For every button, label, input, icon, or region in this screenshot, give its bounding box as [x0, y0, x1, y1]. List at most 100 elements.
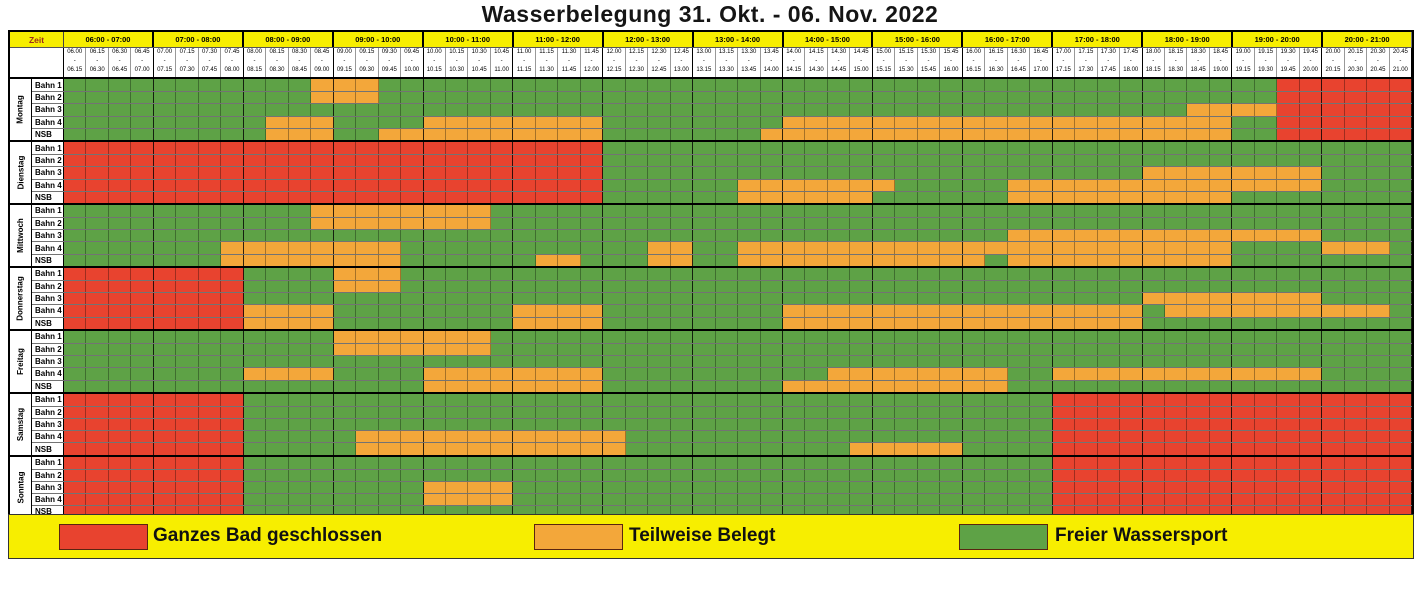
- slot-cell: [648, 469, 671, 481]
- slot-cell: [693, 293, 716, 305]
- slot-cell: [558, 167, 581, 179]
- slot-cell: [872, 79, 896, 92]
- slot-header-cell: 06.15-06.30: [86, 48, 109, 77]
- slot-cell: [176, 116, 199, 128]
- slot-cell: [1389, 343, 1413, 356]
- slot-cell: [1209, 406, 1233, 419]
- slot-cell: [715, 267, 739, 280]
- slot-cell: [670, 456, 694, 469]
- slot-cell: [153, 141, 177, 155]
- slot-header-row: 06.00-06.15 06.15-06.30 06.30-06.45 06.45-0…: [10, 47, 1413, 77]
- slot-cell: [64, 191, 87, 203]
- slot-cell: [648, 393, 671, 406]
- hour-header-cell: 15:00 - 16:00: [873, 32, 964, 47]
- slot-cell: [1254, 406, 1278, 419]
- slot-cell: [1187, 305, 1210, 317]
- slot-cell: [378, 330, 402, 343]
- slot-cell: [311, 469, 334, 481]
- slot-cell: [580, 293, 604, 305]
- slot-cell: [288, 79, 312, 92]
- slot-cell: [1344, 128, 1368, 140]
- slot-cell: [625, 128, 649, 140]
- slot-cell: [378, 456, 402, 469]
- slot-cell: [917, 317, 941, 329]
- slot-cell: [670, 179, 694, 191]
- slot-cell: [738, 456, 761, 469]
- day-block-mittwoch: Mittwoch Bahn 1 Bahn 2 Bahn 3 Bahn 4 NSB: [10, 202, 1413, 266]
- slot-cell: [423, 330, 446, 343]
- slot-cell: [872, 456, 896, 469]
- slot-cell: [805, 393, 828, 406]
- slot-cell: [1142, 356, 1165, 368]
- slot-cell: [1075, 254, 1098, 266]
- lane-label: Bahn 4: [32, 242, 64, 254]
- slot-cell: [1209, 393, 1233, 406]
- slot-cell: [625, 79, 649, 92]
- slot-cell: [1299, 443, 1323, 455]
- slot-cell: [243, 204, 267, 218]
- slot-cell: [580, 104, 604, 116]
- slot-cell: [558, 104, 581, 116]
- slot-cell: [401, 506, 424, 518]
- slot-cell: [1120, 443, 1143, 455]
- slot-cell: [1097, 317, 1121, 329]
- slot-cell: [827, 482, 851, 494]
- slot-cell: [1142, 494, 1165, 506]
- slot-cell: [243, 419, 267, 431]
- slot-cell: [1322, 506, 1345, 518]
- slot-cell: [153, 254, 177, 266]
- slot-cell: [558, 293, 581, 305]
- slot-cell: [1187, 167, 1210, 179]
- slot-cell: [356, 92, 379, 104]
- slot-cell: [1232, 218, 1255, 230]
- slot-cell: [1299, 506, 1323, 518]
- slot-cell: [86, 356, 109, 368]
- slot-cell: [693, 393, 716, 406]
- slot-cell: [1120, 281, 1143, 293]
- slot-cell: [1299, 419, 1323, 431]
- slot-cell: [670, 218, 694, 230]
- slot-cell: [940, 79, 963, 92]
- slot-cell: [580, 317, 604, 329]
- slot-cell: [760, 191, 783, 203]
- slot-cell: [266, 79, 289, 92]
- slot-cell: [243, 141, 267, 155]
- slot-cell: [1142, 330, 1165, 343]
- slot-cell: [1007, 406, 1031, 419]
- slot-cell: [131, 267, 154, 280]
- slot-cell: [603, 128, 626, 140]
- slot-cell: [513, 443, 536, 455]
- slot-cell: [176, 155, 199, 167]
- slot-cell: [917, 293, 941, 305]
- slot-cell: [917, 406, 941, 419]
- slot-cell: [940, 469, 963, 481]
- slot-cell: [401, 356, 424, 368]
- slot-cell: [423, 431, 446, 443]
- slot-cell: [1277, 469, 1300, 481]
- slot-header-cell: 07.00-07.15: [153, 48, 177, 77]
- lane-row: Bahn 2: [32, 468, 1413, 481]
- slot-header-cell: 06.00-06.15: [64, 48, 87, 77]
- slot-cell: [1232, 482, 1255, 494]
- lane-label: Bahn 1: [32, 79, 64, 92]
- slot-header-cell: 07.45-08.00: [221, 48, 244, 77]
- slot-cell: [1367, 230, 1390, 242]
- slot-cell: [760, 79, 783, 92]
- slot-cell: [64, 380, 87, 392]
- lane-row: NSB: [32, 379, 1413, 392]
- slot-cell: [1209, 218, 1233, 230]
- slot-cell: [1142, 469, 1165, 481]
- slot-cell: [625, 293, 649, 305]
- slot-header-cell: 09.30-09.45: [378, 48, 402, 77]
- slot-cell: [108, 230, 132, 242]
- slot-cell: [86, 494, 109, 506]
- slot-cell: [693, 79, 716, 92]
- slot-cell: [1344, 406, 1368, 419]
- lane-label: Bahn 1: [32, 393, 64, 406]
- slot-header-cell: 11.30-11.45: [558, 48, 581, 77]
- slot-cell: [625, 218, 649, 230]
- slot-cell: [580, 406, 604, 419]
- slot-cell: [468, 79, 491, 92]
- slot-cell: [783, 419, 806, 431]
